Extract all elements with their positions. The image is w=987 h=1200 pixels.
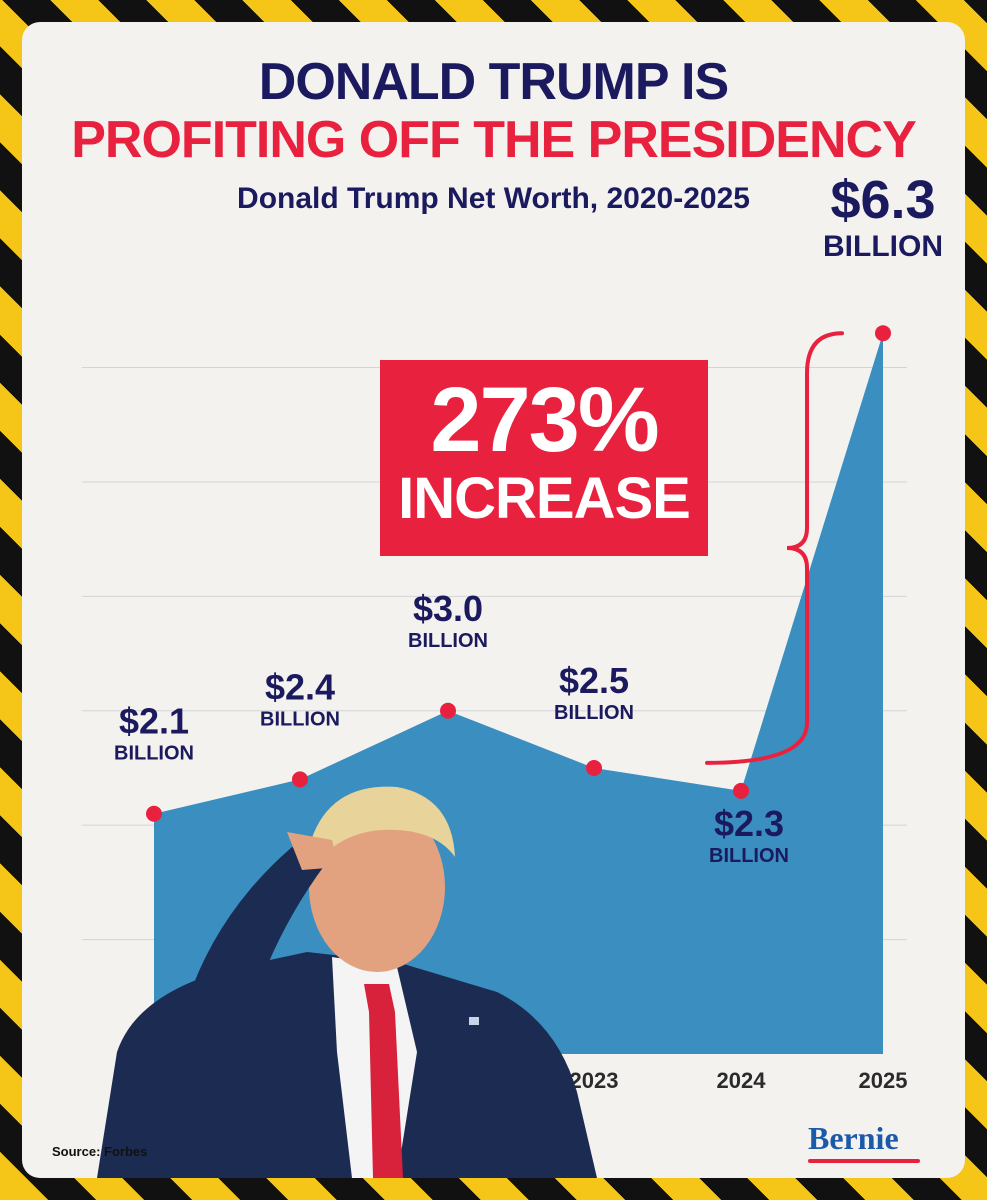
value-label-2025: $6.3 bbox=[830, 170, 935, 230]
unit-label-2021: BILLION bbox=[260, 708, 340, 730]
increase-callout: 273% INCREASE bbox=[380, 360, 708, 556]
data-point-2020 bbox=[146, 805, 162, 822]
person-saluting-photo bbox=[97, 786, 597, 1178]
data-point-2024 bbox=[733, 782, 749, 799]
increase-percent: 273% bbox=[430, 369, 659, 471]
x-tick-2025: 2025 bbox=[859, 1068, 908, 1093]
x-tick-2024: 2024 bbox=[717, 1068, 767, 1093]
unit-label-2023: BILLION bbox=[554, 702, 634, 724]
unit-label-2024: BILLION bbox=[709, 845, 789, 867]
title-line-1: DONALD TRUMP IS bbox=[258, 53, 729, 111]
unit-label-2020: BILLION bbox=[114, 743, 194, 765]
increase-brace bbox=[705, 331, 844, 765]
chart-subtitle: Donald Trump Net Worth, 2020-2025 bbox=[237, 182, 750, 215]
bernie-logo: Bernie bbox=[808, 1120, 899, 1156]
increase-label: INCREASE bbox=[398, 466, 691, 531]
value-label-2022: $3.0 bbox=[413, 588, 483, 629]
data-point-2021 bbox=[292, 771, 308, 788]
unit-label-2025: BILLION bbox=[823, 230, 943, 263]
bernie-logo-underline bbox=[808, 1159, 920, 1163]
value-label-2024: $2.3 bbox=[714, 803, 784, 844]
data-point-2025 bbox=[875, 325, 891, 342]
infographic-card: DONALD TRUMP IS PROFITING OFF THE PRESID… bbox=[22, 22, 965, 1178]
value-label-2020: $2.1 bbox=[119, 701, 189, 742]
title-line-2: PROFITING OFF THE PRESIDENCY bbox=[71, 111, 917, 169]
value-label-2021: $2.4 bbox=[265, 666, 335, 707]
x-tick-2023: 2023 bbox=[570, 1068, 619, 1093]
data-point-2022 bbox=[440, 702, 456, 719]
source-note: Source: Forbes bbox=[52, 1144, 148, 1159]
unit-label-2022: BILLION bbox=[408, 630, 488, 652]
value-label-2023: $2.5 bbox=[559, 660, 629, 701]
data-point-2023 bbox=[586, 759, 602, 776]
